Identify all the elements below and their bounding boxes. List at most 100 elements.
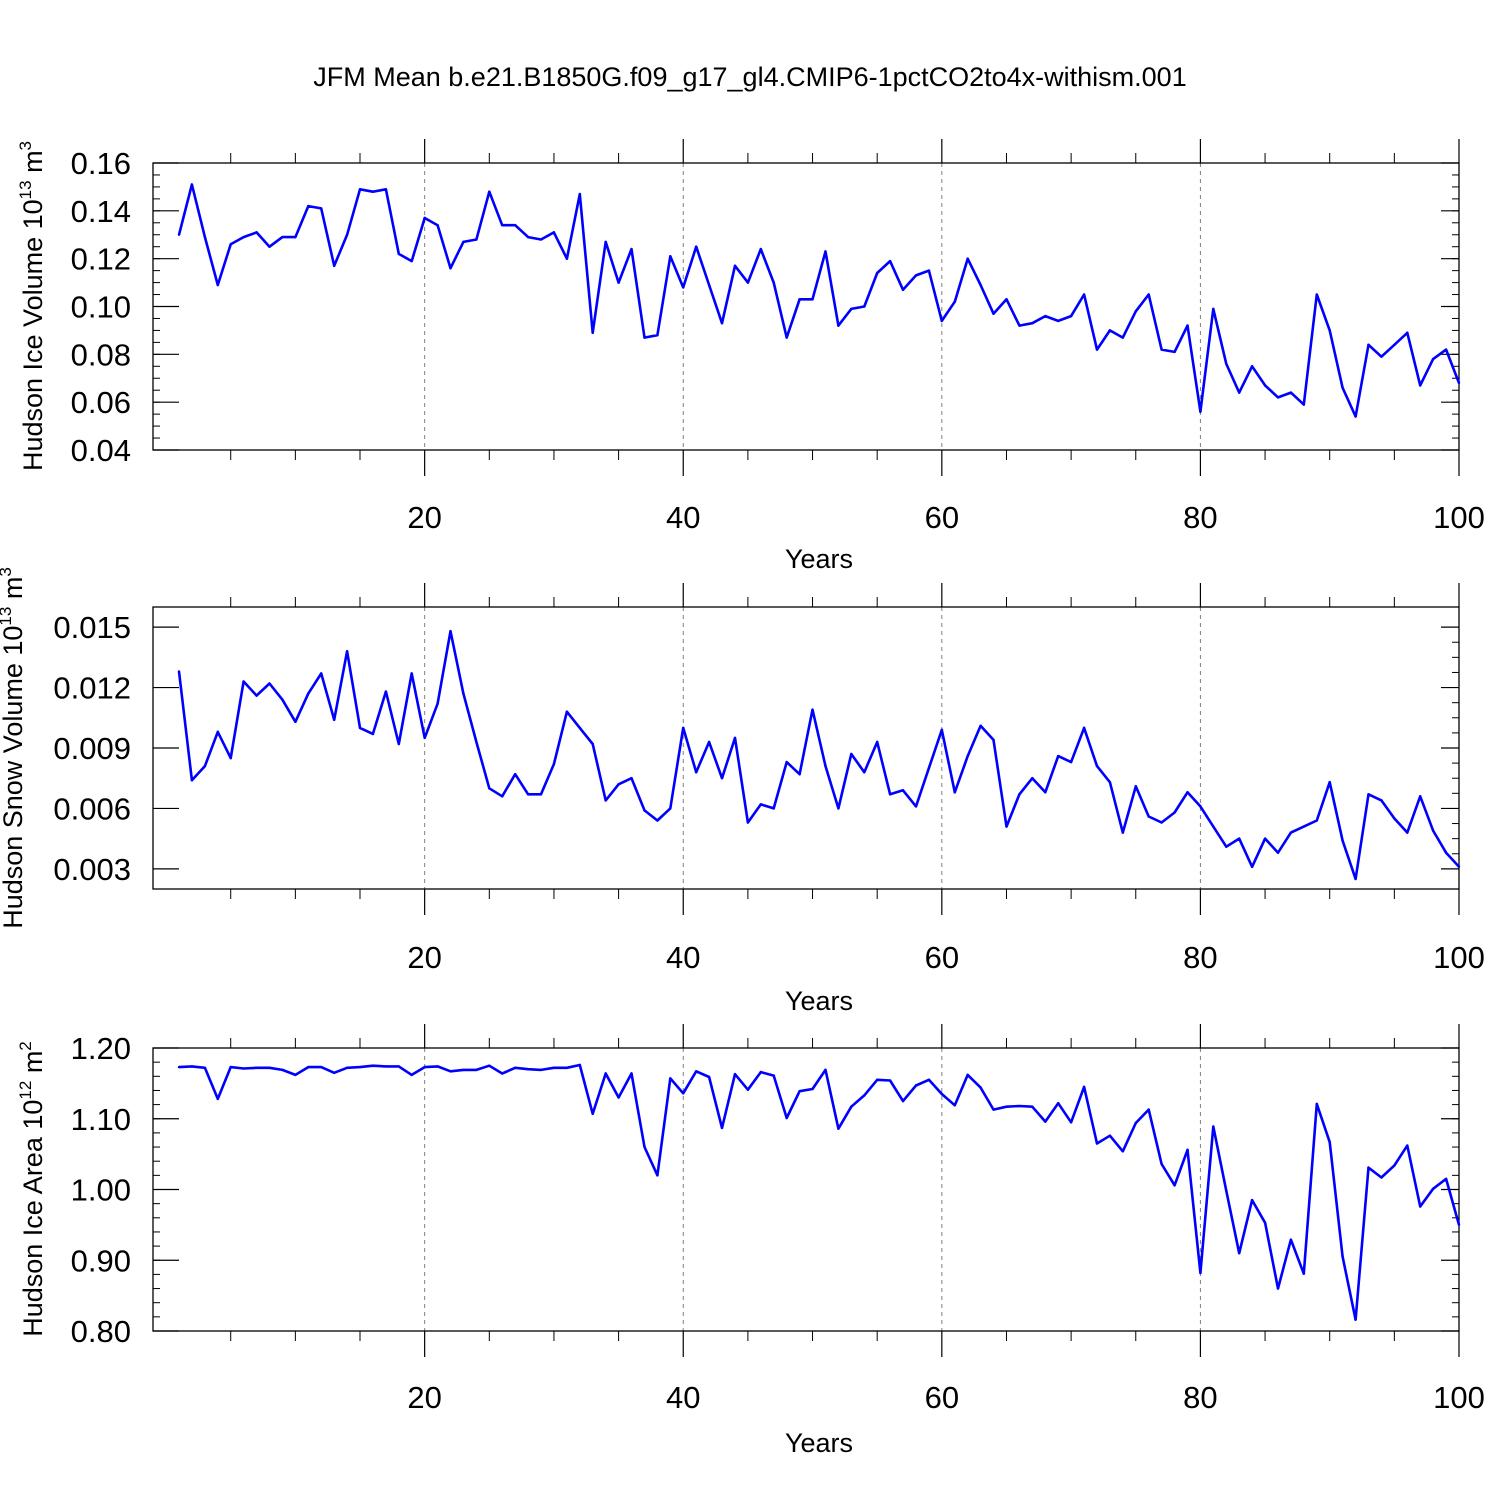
data-point xyxy=(1393,817,1396,820)
data-point xyxy=(1005,825,1008,828)
data-point xyxy=(772,1074,775,1077)
y-tick-label: 0.003 xyxy=(53,852,131,887)
data-point xyxy=(190,183,194,186)
data-point xyxy=(811,298,814,301)
panel-snow-volume: 0.003 0.006 0.009 0.012 0.015 20 40 60 80 100 Year… xyxy=(0,567,1485,1016)
data-point xyxy=(1056,754,1060,758)
data-point xyxy=(449,1070,452,1073)
data-point xyxy=(1018,1104,1021,1108)
data-point xyxy=(423,736,426,740)
data-point xyxy=(539,238,543,241)
data-point xyxy=(513,1066,517,1070)
data-point xyxy=(410,259,413,263)
data-point xyxy=(733,1072,737,1076)
data-point xyxy=(1108,781,1112,784)
y-tick-label: 0.06 xyxy=(71,385,131,420)
data-point xyxy=(1005,298,1008,301)
data-point xyxy=(1328,1140,1331,1144)
data-point xyxy=(1250,865,1254,869)
plot-frame xyxy=(152,1047,1460,1332)
y-tick-label: 0.12 xyxy=(71,242,131,277)
data-point xyxy=(1367,343,1370,346)
data-point xyxy=(824,764,827,768)
data-point xyxy=(1147,293,1150,296)
data-point xyxy=(811,708,814,711)
data-point xyxy=(888,259,892,263)
x-tick-label: 20 xyxy=(407,1380,441,1415)
data-point xyxy=(1289,831,1293,834)
data-point xyxy=(1354,877,1357,881)
data-point xyxy=(281,698,284,701)
data-point xyxy=(1108,1134,1112,1137)
y-tick-label: 1.00 xyxy=(71,1173,131,1208)
y-tick-label: 0.90 xyxy=(71,1243,131,1278)
data-point xyxy=(384,188,388,191)
x-tick-label: 60 xyxy=(925,500,959,535)
data-point xyxy=(358,1065,362,1069)
data-point xyxy=(1044,791,1047,794)
y-tick-label: 0.80 xyxy=(71,1314,131,1349)
data-point xyxy=(1069,760,1073,764)
data-point xyxy=(630,1072,633,1075)
data-point xyxy=(798,1089,801,1093)
data-point xyxy=(1082,293,1086,296)
y-axis-label: Hudson Ice Area 1012 m2 xyxy=(16,1041,48,1337)
data-point xyxy=(1225,362,1228,366)
y-tick-label: 0.04 xyxy=(71,433,131,468)
data-point xyxy=(281,1068,284,1072)
data-point xyxy=(190,779,194,782)
data-point xyxy=(1406,1144,1409,1147)
data-point xyxy=(1289,1238,1293,1241)
data-point xyxy=(1199,410,1202,413)
data-point xyxy=(1018,793,1021,796)
data-point xyxy=(1380,355,1383,358)
data-point xyxy=(591,742,594,746)
data-point xyxy=(1031,1105,1034,1108)
data-point xyxy=(436,1065,439,1068)
data-point xyxy=(1121,1150,1125,1153)
data-point xyxy=(1276,396,1280,399)
data-point xyxy=(332,1071,336,1074)
data-point xyxy=(1031,777,1034,780)
x-tick-label: 100 xyxy=(1433,940,1485,975)
data-point xyxy=(1393,343,1396,346)
data-point xyxy=(1225,845,1228,848)
data-point xyxy=(1406,831,1409,834)
data-point xyxy=(320,207,323,210)
data-point xyxy=(255,694,258,697)
series-line-ice-area xyxy=(178,1063,1461,1321)
data-point xyxy=(1134,310,1137,313)
data-point xyxy=(1095,348,1099,351)
x-tick-label: 100 xyxy=(1433,500,1485,535)
data-point xyxy=(656,334,659,337)
data-point xyxy=(992,312,995,315)
data-point xyxy=(216,730,219,734)
data-point xyxy=(1341,839,1344,842)
data-point xyxy=(604,799,607,802)
data-point xyxy=(617,1096,620,1099)
data-point xyxy=(462,240,465,244)
y-tick-label: 0.16 xyxy=(71,146,131,181)
data-point xyxy=(1341,386,1344,390)
data-point xyxy=(811,1087,814,1091)
data-point xyxy=(216,1097,219,1101)
x-tick-label: 40 xyxy=(666,940,700,975)
data-point xyxy=(694,1070,698,1073)
figure-title: JFM Mean b.e21.B1850G.f09_g17_gl4.CMIP6-… xyxy=(313,62,1187,92)
data-point xyxy=(682,726,685,730)
data-point xyxy=(358,726,362,730)
data-point xyxy=(1005,1105,1008,1108)
data-point xyxy=(733,264,737,268)
data-point xyxy=(643,336,646,339)
data-point xyxy=(1212,307,1215,311)
y-tick-label: 1.20 xyxy=(71,1031,131,1066)
data-point xyxy=(565,710,569,713)
data-point xyxy=(966,754,969,758)
data-point xyxy=(1328,781,1331,784)
data-point xyxy=(940,319,944,323)
data-point xyxy=(242,680,245,683)
data-point xyxy=(1199,1271,1202,1275)
data-point xyxy=(759,247,763,251)
